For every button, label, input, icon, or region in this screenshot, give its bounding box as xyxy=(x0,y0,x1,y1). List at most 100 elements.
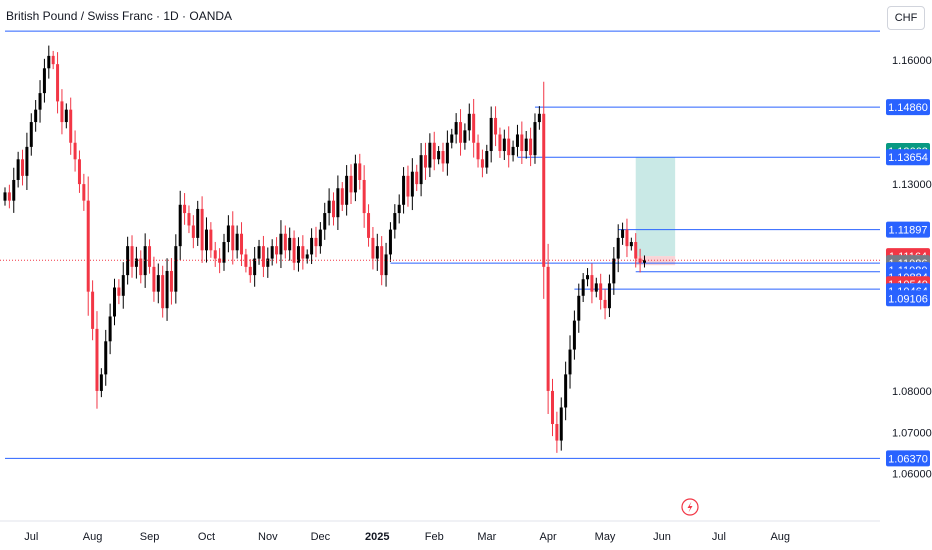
candle xyxy=(213,241,217,267)
candle xyxy=(222,233,226,271)
candle xyxy=(148,239,152,274)
price-tick: 1.06000 xyxy=(892,469,932,481)
candle xyxy=(248,259,252,283)
candle xyxy=(410,158,414,211)
candle xyxy=(529,127,533,167)
candle xyxy=(371,227,375,270)
candle xyxy=(95,311,99,409)
candle xyxy=(511,140,515,162)
candle xyxy=(60,89,64,135)
candle xyxy=(126,236,130,285)
candle xyxy=(634,233,638,268)
candle xyxy=(134,246,138,279)
time-label: Jun xyxy=(653,531,671,543)
position-tool[interactable] xyxy=(635,157,676,266)
time-axis[interactable]: Jul Aug Sep Oct Nov Dec 2025 Feb Mar Apr May Jun Jul… xyxy=(24,531,790,543)
candle xyxy=(12,167,16,213)
candle xyxy=(533,113,537,164)
candle xyxy=(515,124,519,157)
candle xyxy=(7,184,11,209)
time-label: Feb xyxy=(425,531,444,543)
candle xyxy=(415,164,419,192)
candle xyxy=(507,126,511,168)
candle xyxy=(542,81,546,299)
candle xyxy=(108,303,112,355)
candle xyxy=(25,132,29,190)
candle xyxy=(323,202,327,240)
price-tick: 1.08000 xyxy=(892,386,932,398)
candle xyxy=(226,215,230,253)
candle xyxy=(86,176,90,316)
candle xyxy=(502,129,506,160)
candle xyxy=(441,142,445,172)
candle xyxy=(130,235,134,278)
candle xyxy=(345,165,349,216)
svg-text:1.14860: 1.14860 xyxy=(888,102,928,114)
candle xyxy=(450,128,454,149)
time-label: May xyxy=(595,531,616,543)
price-badge-1.13654: 1.13654 xyxy=(886,149,930,166)
candle xyxy=(524,130,528,159)
candle xyxy=(603,288,607,320)
horizontal-levels[interactable] xyxy=(5,30,880,459)
candle xyxy=(472,98,476,158)
candle xyxy=(402,167,406,214)
candle xyxy=(397,194,401,224)
candle xyxy=(257,239,261,265)
candle xyxy=(616,224,620,273)
loss-zone[interactable] xyxy=(635,256,676,266)
candle xyxy=(594,277,598,298)
candle xyxy=(104,329,108,386)
time-label: 2025 xyxy=(365,531,389,543)
candle xyxy=(629,237,633,251)
candle xyxy=(64,103,68,129)
candle xyxy=(169,258,173,305)
candle xyxy=(16,151,20,188)
candle xyxy=(568,335,572,389)
candle xyxy=(572,310,576,360)
candle xyxy=(590,263,594,304)
candle xyxy=(332,192,335,226)
currency-button[interactable]: CHF xyxy=(887,6,925,30)
candle xyxy=(21,149,25,186)
price-badge-1.14860: 1.14860 xyxy=(886,99,930,116)
candle xyxy=(485,144,489,174)
time-label: Jul xyxy=(712,531,726,543)
candle xyxy=(235,225,239,259)
candle xyxy=(625,218,629,258)
profit-zone[interactable] xyxy=(635,157,676,257)
candle xyxy=(296,237,300,272)
candle xyxy=(384,242,388,287)
candle xyxy=(73,130,77,172)
price-axis[interactable]: 1.16000 1.13000 1.08000 1.07000 1.06000 xyxy=(892,55,932,481)
candle xyxy=(463,123,467,150)
candle xyxy=(191,215,195,249)
price-tick: 1.16000 xyxy=(892,55,932,67)
time-label: Oct xyxy=(198,531,215,543)
candle xyxy=(3,187,7,206)
candle xyxy=(642,255,646,268)
time-label: Nov xyxy=(258,531,278,543)
candle xyxy=(520,121,524,164)
candle xyxy=(91,280,95,341)
candle xyxy=(358,153,362,190)
candle xyxy=(353,154,357,202)
candle xyxy=(56,52,60,114)
candle xyxy=(559,397,563,451)
candle xyxy=(428,133,432,178)
lightning-icon[interactable] xyxy=(681,498,699,516)
candle xyxy=(69,97,73,155)
candle xyxy=(375,233,379,271)
candle xyxy=(638,248,642,273)
candle xyxy=(301,235,305,270)
candle xyxy=(489,106,493,163)
candle xyxy=(432,131,436,171)
candle xyxy=(29,113,33,156)
candle xyxy=(467,103,471,141)
candle xyxy=(165,258,169,321)
candle xyxy=(480,149,484,178)
candle xyxy=(349,164,353,205)
candle xyxy=(121,262,125,309)
candle xyxy=(209,222,213,258)
